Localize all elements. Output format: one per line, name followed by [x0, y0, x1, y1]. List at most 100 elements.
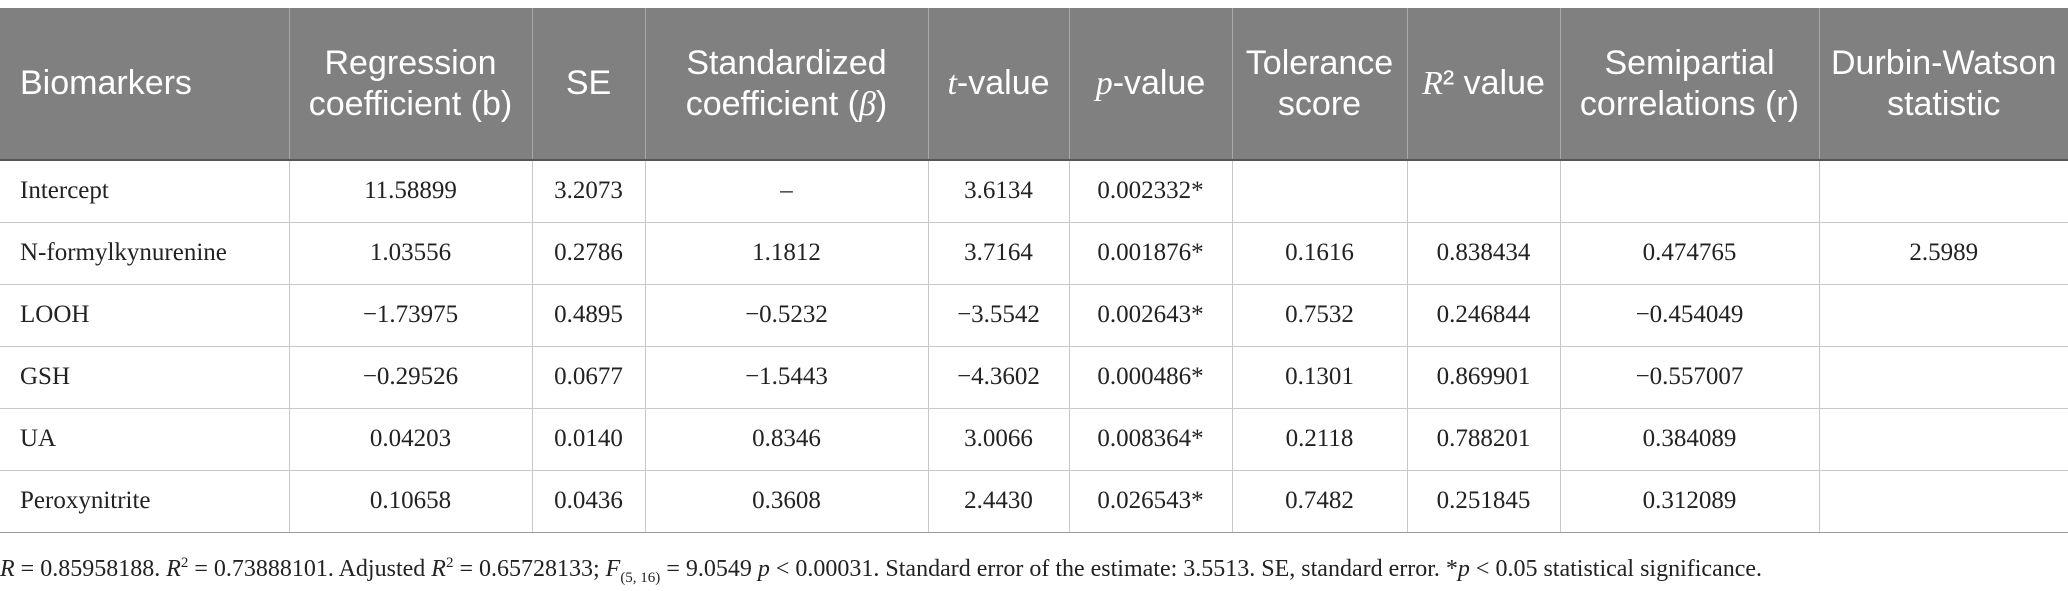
column-header-se: SE — [532, 8, 646, 161]
table-row: Peroxynitrite 0.10658 0.0436 0.3608 2.4430 0.… — [0, 470, 2068, 533]
table-cell-r2-value: 0.251845 — [1407, 470, 1561, 533]
table-cell-tolerance-score: 0.7532 — [1232, 284, 1408, 347]
header-text: SE — [565, 64, 612, 102]
adjusted-r2-symbol: R — [431, 556, 446, 582]
squared-superscript: 2 — [445, 555, 454, 571]
regression-table: Biomarkers Regression coefficient (b) SE St… — [0, 8, 2068, 533]
r2-symbol: R — [166, 556, 181, 582]
table-cell-tolerance-score: 0.2118 — [1232, 408, 1408, 471]
squared-superscript: 2 — [180, 555, 189, 571]
p-value-text: < 0.00031. Standard error of the estimat… — [769, 556, 1458, 582]
table-cell-regression-coefficient: 0.04203 — [289, 408, 533, 471]
header-symbol: R — [1422, 65, 1443, 102]
table-cell-regression-coefficient: −0.29526 — [289, 346, 533, 409]
table-cell-se: 0.0436 — [532, 470, 646, 533]
f-symbol: F — [605, 556, 621, 582]
table-cell-semipartial-correlations — [1560, 160, 1820, 223]
table-cell-tolerance-score: 0.7482 — [1232, 470, 1408, 533]
header-symbol: t — [947, 65, 957, 102]
column-header-p-value: p-value — [1069, 8, 1233, 161]
table-cell-standardized-coefficient: −1.5443 — [645, 346, 929, 409]
table-cell-durbin-watson-statistic — [1819, 284, 2068, 347]
table-row: N-formylkynurenine 1.03556 0.2786 1.1812 3.7… — [0, 222, 2068, 285]
table-cell-p-value: 0.000486* — [1069, 346, 1233, 409]
table-cell-durbin-watson-statistic — [1819, 408, 2068, 471]
table-cell-tolerance-score — [1232, 160, 1408, 223]
table-cell-semipartial-correlations: 0.474765 — [1560, 222, 1820, 285]
table-cell-tolerance-score: 0.1301 — [1232, 346, 1408, 409]
table-cell-p-value: 0.002643* — [1069, 284, 1233, 347]
column-header-regression-coefficient: Regression coefficient (b) — [289, 8, 533, 161]
header-symbol: β — [858, 85, 876, 123]
table-cell-standardized-coefficient: – — [645, 160, 929, 223]
table-cell-r2-value: 0.246844 — [1407, 284, 1561, 347]
header-text: Tolerance score — [1245, 43, 1394, 123]
column-header-durbin-watson-statistic: Durbin-Watson statistic — [1819, 8, 2068, 161]
table-cell-durbin-watson-statistic — [1819, 160, 2068, 223]
table-cell-tolerance-score: 0.1616 — [1232, 222, 1408, 285]
table-row: LOOH −1.73975 0.4895 −0.5232 −3.5542 0.002643… — [0, 284, 2068, 347]
column-header-r2-value: R² value — [1407, 8, 1561, 161]
table-cell-semipartial-correlations: −0.454049 — [1560, 284, 1820, 347]
table-cell-semipartial-correlations: 0.384089 — [1560, 408, 1820, 471]
table-cell-semipartial-correlations: 0.312089 — [1560, 470, 1820, 533]
table-cell-se: 3.2073 — [532, 160, 646, 223]
table-cell-t-value: 3.0066 — [928, 408, 1070, 471]
f-value: = 9.0549 — [660, 556, 758, 582]
regression-table-container: Biomarkers Regression coefficient (b) SE St… — [0, 8, 2068, 533]
table-row: GSH −0.29526 0.0677 −1.5443 −4.3602 0.000486*… — [0, 346, 2068, 409]
significance-text: < 0.05 statistical significance. — [1469, 556, 1763, 582]
row-label: N-formylkynurenine — [0, 222, 290, 285]
table-cell-standardized-coefficient: 0.8346 — [645, 408, 929, 471]
row-label: GSH — [0, 346, 290, 409]
header-text: Standardized coefficient ( — [685, 43, 887, 123]
table-cell-standardized-coefficient: 0.3608 — [645, 470, 929, 533]
table-cell-t-value: 3.6134 — [928, 160, 1070, 223]
table-cell-regression-coefficient: 11.58899 — [289, 160, 533, 223]
table-cell-se: 0.0140 — [532, 408, 646, 471]
row-label: Peroxynitrite — [0, 470, 290, 533]
table-cell-t-value: 3.7164 — [928, 222, 1070, 285]
table-cell-p-value: 0.026543* — [1069, 470, 1233, 533]
table-cell-durbin-watson-statistic — [1819, 470, 2068, 533]
column-header-tolerance-score: Tolerance score — [1232, 8, 1408, 161]
column-header-t-value: t-value — [928, 8, 1070, 161]
table-cell-durbin-watson-statistic — [1819, 346, 2068, 409]
header-text: Biomarkers — [20, 64, 192, 102]
table-cell-se: 0.0677 — [532, 346, 646, 409]
header-text-suffix: ² value — [1442, 64, 1545, 102]
table-cell-durbin-watson-statistic: 2.5989 — [1819, 222, 2068, 285]
table-cell-regression-coefficient: 0.10658 — [289, 470, 533, 533]
table-cell-regression-coefficient: −1.73975 — [289, 284, 533, 347]
r-symbol: R — [0, 556, 15, 582]
f-degrees-subscript: (5, 16) — [620, 569, 661, 586]
row-label: UA — [0, 408, 290, 471]
header-text: Durbin-Watson statistic — [1831, 43, 2057, 123]
column-header-biomarkers: Biomarkers — [0, 8, 290, 161]
table-cell-r2-value: 0.869901 — [1407, 346, 1561, 409]
table-cell-r2-value: 0.838434 — [1407, 222, 1561, 285]
row-label: LOOH — [0, 284, 290, 347]
r2-value: = 0.73888101. Adjusted — [188, 556, 432, 582]
table-cell-r2-value: 0.788201 — [1407, 408, 1561, 471]
p-symbol: p — [757, 556, 770, 582]
table-cell-p-value: 0.008364* — [1069, 408, 1233, 471]
p-symbol-significance: p — [1457, 556, 1470, 582]
header-symbol: p — [1095, 65, 1113, 102]
table-cell-t-value: −4.3602 — [928, 346, 1070, 409]
table-cell-t-value: 2.4430 — [928, 470, 1070, 533]
r-value: = 0.85958188. — [14, 556, 167, 582]
header-text-suffix: -value — [956, 64, 1050, 102]
table-cell-r2-value — [1407, 160, 1561, 223]
row-label: Intercept — [0, 160, 290, 223]
table-footnote: R = 0.85958188. R2 = 0.73888101. Adjuste… — [0, 555, 2068, 586]
adjusted-r2-value: = 0.65728133; — [453, 556, 606, 582]
header-text: Regression coefficient (b) — [308, 43, 513, 123]
column-header-standardized-coefficient: Standardized coefficient (β) — [645, 8, 929, 161]
header-row: Biomarkers Regression coefficient (b) SE St… — [0, 8, 2068, 161]
table-cell-se: 0.4895 — [532, 284, 646, 347]
table-cell-semipartial-correlations: −0.557007 — [1560, 346, 1820, 409]
table-cell-p-value: 0.002332* — [1069, 160, 1233, 223]
table-cell-se: 0.2786 — [532, 222, 646, 285]
table-cell-t-value: −3.5542 — [928, 284, 1070, 347]
